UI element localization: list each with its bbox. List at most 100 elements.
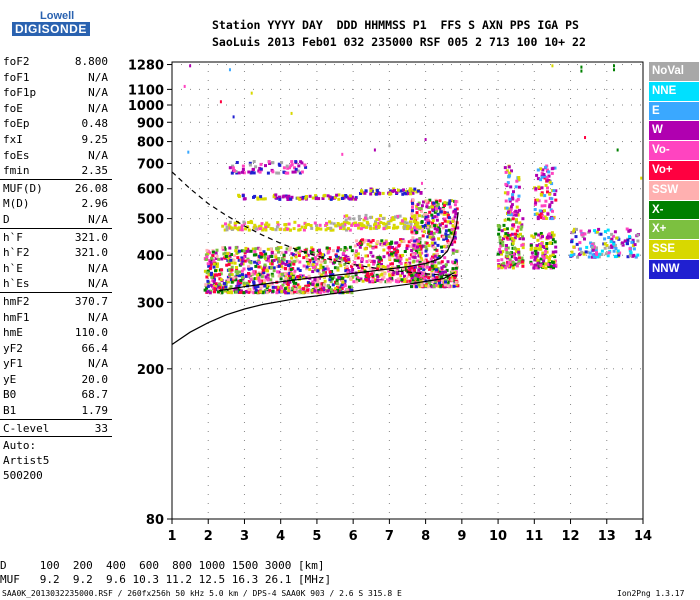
grid-dot bbox=[235, 64, 236, 66]
echo-point bbox=[404, 189, 408, 193]
legend-item-ssw: SSW bbox=[649, 180, 699, 200]
echo-point bbox=[370, 272, 373, 276]
echo-point bbox=[612, 242, 616, 246]
y-tick-label: 200 bbox=[137, 363, 164, 378]
grid-dot bbox=[207, 431, 209, 432]
echo-point bbox=[350, 271, 354, 275]
grid-dot bbox=[570, 152, 572, 153]
grid-dot bbox=[606, 143, 608, 144]
echo-point bbox=[432, 231, 436, 235]
grid-dot bbox=[606, 341, 608, 342]
echo-point bbox=[262, 271, 266, 275]
echo-point bbox=[406, 227, 409, 231]
x-tick-label: 4 bbox=[276, 529, 285, 544]
echo-point bbox=[504, 199, 508, 203]
param-value: 9.25 bbox=[81, 132, 109, 146]
grid-dot bbox=[217, 64, 218, 66]
echo-point bbox=[507, 207, 511, 211]
echo-point bbox=[541, 235, 544, 239]
echo-point bbox=[570, 240, 574, 244]
echo-point bbox=[511, 266, 515, 270]
grid-dot bbox=[343, 121, 344, 123]
echo-point bbox=[432, 205, 436, 209]
grid-dot bbox=[460, 64, 461, 66]
echo-point bbox=[449, 231, 453, 235]
echo-point bbox=[418, 264, 422, 268]
echo-point bbox=[623, 239, 627, 243]
echo-point bbox=[326, 226, 330, 230]
grid-dot bbox=[172, 121, 173, 123]
echo-point bbox=[548, 241, 552, 245]
echo-point bbox=[344, 259, 348, 262]
grid-dot bbox=[207, 458, 209, 459]
echo-point bbox=[453, 271, 457, 274]
echo-point bbox=[426, 273, 430, 277]
grid-dot bbox=[424, 254, 425, 256]
grid-dot bbox=[243, 476, 245, 477]
grid-dot bbox=[606, 386, 608, 387]
echo-point bbox=[509, 209, 512, 213]
grid-dot bbox=[207, 494, 209, 495]
legend-item-vo: Vo+ bbox=[649, 160, 699, 180]
echo-point bbox=[331, 291, 335, 295]
echo-point bbox=[371, 246, 375, 250]
echo-point bbox=[212, 278, 216, 282]
grid-dot bbox=[280, 62, 282, 63]
echo-point bbox=[433, 224, 437, 228]
grid-dot bbox=[533, 485, 535, 486]
grid-dot bbox=[280, 314, 282, 315]
grid-dot bbox=[497, 116, 499, 117]
grid-dot bbox=[289, 121, 290, 123]
param-divider bbox=[0, 418, 112, 420]
grid-dot bbox=[533, 377, 535, 378]
grid-dot bbox=[280, 440, 282, 441]
echo-point bbox=[226, 252, 230, 256]
grid-dot bbox=[568, 254, 569, 256]
grid-dot bbox=[388, 341, 390, 342]
grid-dot bbox=[425, 386, 427, 387]
grid-dot bbox=[316, 467, 318, 468]
grid-dot bbox=[568, 301, 569, 303]
grid-dot bbox=[487, 254, 488, 256]
grid-dot bbox=[262, 88, 263, 90]
grid-dot bbox=[533, 98, 535, 99]
echo-point bbox=[550, 231, 554, 235]
echo-point bbox=[359, 227, 363, 231]
echo-point bbox=[548, 263, 551, 267]
echo-point bbox=[425, 199, 429, 203]
echo-point bbox=[365, 278, 369, 282]
echo-point bbox=[376, 256, 380, 260]
echo-point bbox=[338, 223, 342, 227]
echo-point bbox=[626, 255, 630, 259]
echo-point bbox=[366, 242, 370, 246]
echo-point bbox=[628, 247, 632, 251]
echo-point bbox=[270, 262, 274, 266]
grid-dot bbox=[361, 162, 362, 164]
echo-point bbox=[336, 222, 340, 225]
grid-dot bbox=[606, 197, 608, 198]
echo-point bbox=[339, 226, 342, 230]
grid-dot bbox=[570, 431, 572, 432]
param-row: B0 68.7 bbox=[0, 387, 112, 403]
echo-point bbox=[539, 215, 543, 219]
grid-dot bbox=[469, 368, 470, 370]
grid-dot bbox=[280, 170, 282, 171]
echo-point bbox=[205, 286, 209, 290]
echo-point bbox=[381, 265, 385, 268]
grid-dot bbox=[388, 141, 389, 143]
grid-dot bbox=[352, 350, 354, 351]
grid-dot bbox=[496, 301, 497, 303]
echo-point bbox=[395, 191, 399, 195]
grid-dot bbox=[280, 125, 282, 126]
grid-dot bbox=[425, 503, 427, 504]
echo-point bbox=[511, 264, 515, 268]
param-value: 370.7 bbox=[74, 294, 108, 308]
grid-dot bbox=[497, 341, 499, 342]
echo-point bbox=[497, 225, 501, 229]
grid-dot bbox=[316, 512, 318, 513]
grid-dot bbox=[207, 503, 209, 504]
grid-dot bbox=[280, 404, 282, 405]
echo-point bbox=[581, 235, 585, 238]
echo-point bbox=[256, 197, 260, 201]
grid-dot bbox=[570, 476, 572, 477]
